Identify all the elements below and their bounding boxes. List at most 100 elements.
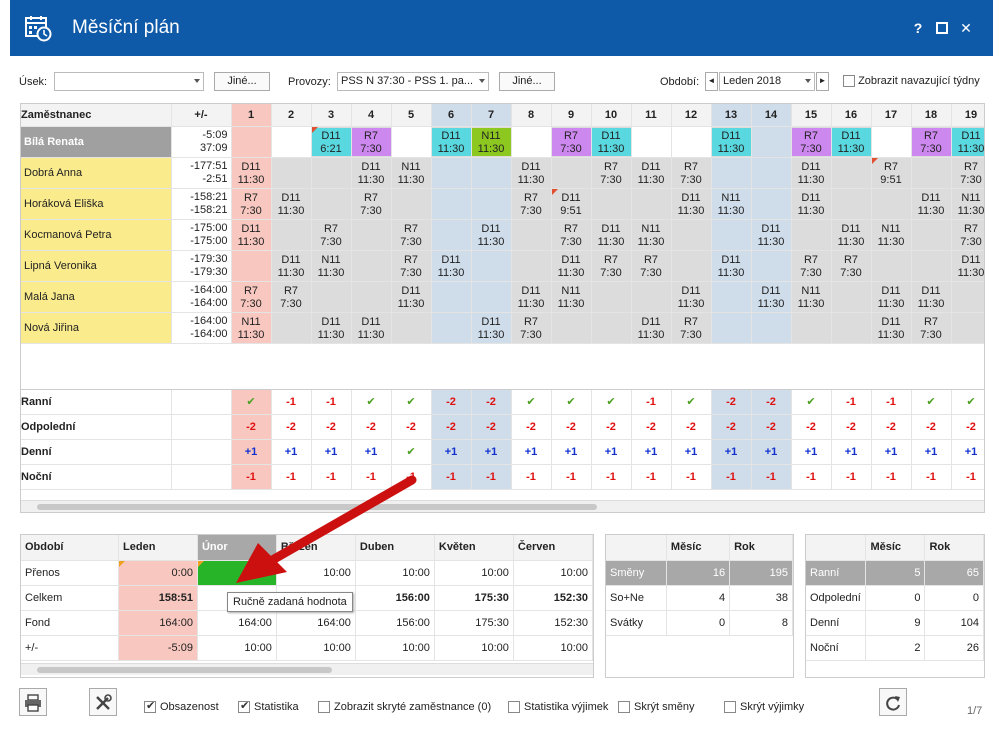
option-checkbox[interactable] xyxy=(144,699,156,714)
period-header[interactable]: Květen xyxy=(434,535,514,561)
shift-cell[interactable] xyxy=(631,281,672,313)
shift-cell[interactable]: D11 11:30 xyxy=(391,281,432,313)
shift-cell[interactable] xyxy=(551,157,592,189)
shift-cell[interactable] xyxy=(791,219,832,251)
column-header-day[interactable]: 18 xyxy=(911,104,952,127)
column-header-day[interactable]: 15 xyxy=(791,104,832,127)
column-header-day[interactable]: 14 xyxy=(751,104,792,127)
shift-cell[interactable]: R7 7:30 xyxy=(791,250,832,282)
shift-cell[interactable] xyxy=(951,281,984,313)
column-header-day[interactable]: 2 xyxy=(271,104,312,127)
column-header-day[interactable]: 12 xyxy=(671,104,712,127)
shift-cell[interactable]: D11 11:30 xyxy=(231,157,272,189)
shift-cell[interactable] xyxy=(711,157,752,189)
period-value[interactable] xyxy=(197,560,277,586)
shift-cell[interactable]: D11 11:30 xyxy=(911,281,952,313)
refresh-button[interactable] xyxy=(879,688,907,716)
shift-cell[interactable]: D11 11:30 xyxy=(871,281,912,313)
column-header-day[interactable]: 8 xyxy=(511,104,552,127)
shift-cell[interactable]: N11 11:30 xyxy=(951,188,984,220)
shift-cell[interactable] xyxy=(431,219,472,251)
shift-cell[interactable] xyxy=(871,188,912,220)
shift-cell[interactable] xyxy=(911,250,952,282)
period-header[interactable]: Únor xyxy=(197,535,277,561)
column-header-day[interactable]: 4 xyxy=(351,104,392,127)
shift-cell[interactable] xyxy=(671,219,712,251)
option-3[interactable]: Statistika výjimek xyxy=(508,701,608,714)
shift-cell[interactable] xyxy=(591,312,632,344)
column-header-day[interactable]: 11 xyxy=(631,104,672,127)
column-header-day[interactable]: 6 xyxy=(431,104,472,127)
employee-name[interactable]: Dobrá Anna xyxy=(21,157,172,189)
shift-cell[interactable] xyxy=(231,126,272,158)
shift-cell[interactable] xyxy=(391,312,432,344)
shift-cell[interactable] xyxy=(631,188,672,220)
shift-cell[interactable] xyxy=(911,219,952,251)
shift-cell[interactable]: R7 7:30 xyxy=(631,250,672,282)
shift-cell[interactable]: D11 11:30 xyxy=(711,126,752,158)
shift-cell[interactable] xyxy=(671,250,712,282)
shift-cell[interactable] xyxy=(391,188,432,220)
shift-cell[interactable]: D11 11:30 xyxy=(911,188,952,220)
shift-cell[interactable] xyxy=(711,281,752,313)
help-button[interactable]: ? xyxy=(913,20,923,36)
option-4[interactable]: Skrýt směny xyxy=(618,701,695,714)
shift-cell[interactable]: R7 7:30 xyxy=(591,157,632,189)
obdobi-combo[interactable]: Leden 2018 xyxy=(719,72,815,91)
shift-cell[interactable]: R7 7:30 xyxy=(511,312,552,344)
shift-cell[interactable] xyxy=(271,312,312,344)
shift-cell[interactable] xyxy=(591,188,632,220)
shift-cell[interactable]: R7 7:30 xyxy=(391,219,432,251)
period-header[interactable]: Leden xyxy=(118,535,198,561)
shift-cell[interactable] xyxy=(391,126,432,158)
shift-cell[interactable]: D11 11:30 xyxy=(471,219,512,251)
shift-cell[interactable]: D11 11:30 xyxy=(471,312,512,344)
shift-cell[interactable]: D11 11:30 xyxy=(311,312,352,344)
shift-cell[interactable]: R7 9:51 xyxy=(871,157,912,189)
period-header[interactable]: Období xyxy=(21,535,120,561)
shift-cell[interactable]: R7 7:30 xyxy=(351,188,392,220)
column-header-day[interactable]: 16 xyxy=(831,104,872,127)
shift-cell[interactable]: N11 11:30 xyxy=(631,219,672,251)
shift-cell[interactable] xyxy=(431,157,472,189)
shift-cell[interactable] xyxy=(631,126,672,158)
shift-cell[interactable]: D11 11:30 xyxy=(871,312,912,344)
shift-cell[interactable] xyxy=(551,312,592,344)
option-checkbox[interactable] xyxy=(508,701,520,714)
column-header-balance[interactable]: +/- xyxy=(171,104,232,127)
shift-cell[interactable]: R7 7:30 xyxy=(391,250,432,282)
employee-name[interactable]: Nová Jiřina xyxy=(21,312,172,344)
column-header-day[interactable]: 17 xyxy=(871,104,912,127)
shift-cell[interactable]: D11 11:30 xyxy=(271,250,312,282)
shift-cell[interactable] xyxy=(831,157,872,189)
employee-name[interactable]: Horáková Eliška xyxy=(21,188,172,220)
shift-cell[interactable] xyxy=(471,188,512,220)
shift-cell[interactable] xyxy=(431,188,472,220)
shift-cell[interactable]: D11 11:30 xyxy=(631,157,672,189)
shift-cell[interactable]: R7 7:30 xyxy=(791,126,832,158)
shift-cell[interactable]: D11 11:30 xyxy=(591,126,632,158)
shift-cell[interactable] xyxy=(511,250,552,282)
shift-cell[interactable]: N11 11:30 xyxy=(551,281,592,313)
shift-cell[interactable] xyxy=(271,219,312,251)
employee-name[interactable]: Bílá Renata xyxy=(21,126,172,158)
shift-cell[interactable]: D11 11:30 xyxy=(951,250,984,282)
shift-cell[interactable]: R7 7:30 xyxy=(591,250,632,282)
column-header-day[interactable]: 9 xyxy=(551,104,592,127)
shift-cell[interactable]: R7 7:30 xyxy=(311,219,352,251)
option-checkbox[interactable] xyxy=(724,701,736,714)
shift-cell[interactable]: R7 7:30 xyxy=(911,126,952,158)
shift-cell[interactable] xyxy=(271,157,312,189)
column-header-day[interactable]: 3 xyxy=(311,104,352,127)
column-header-day[interactable]: 10 xyxy=(591,104,632,127)
prev-month-button[interactable]: ◄ xyxy=(705,72,718,91)
next-month-button[interactable]: ► xyxy=(816,72,829,91)
period-header[interactable]: Březen xyxy=(276,535,356,561)
shift-cell[interactable]: D11 11:30 xyxy=(791,157,832,189)
shift-cell[interactable]: D11 11:30 xyxy=(631,312,672,344)
shift-cell[interactable]: R7 7:30 xyxy=(671,157,712,189)
shift-cell[interactable]: N11 11:30 xyxy=(311,250,352,282)
option-0[interactable]: Obsazenost xyxy=(144,699,219,714)
shift-cell[interactable] xyxy=(471,250,512,282)
shift-cell[interactable]: D11 11:30 xyxy=(711,250,752,282)
